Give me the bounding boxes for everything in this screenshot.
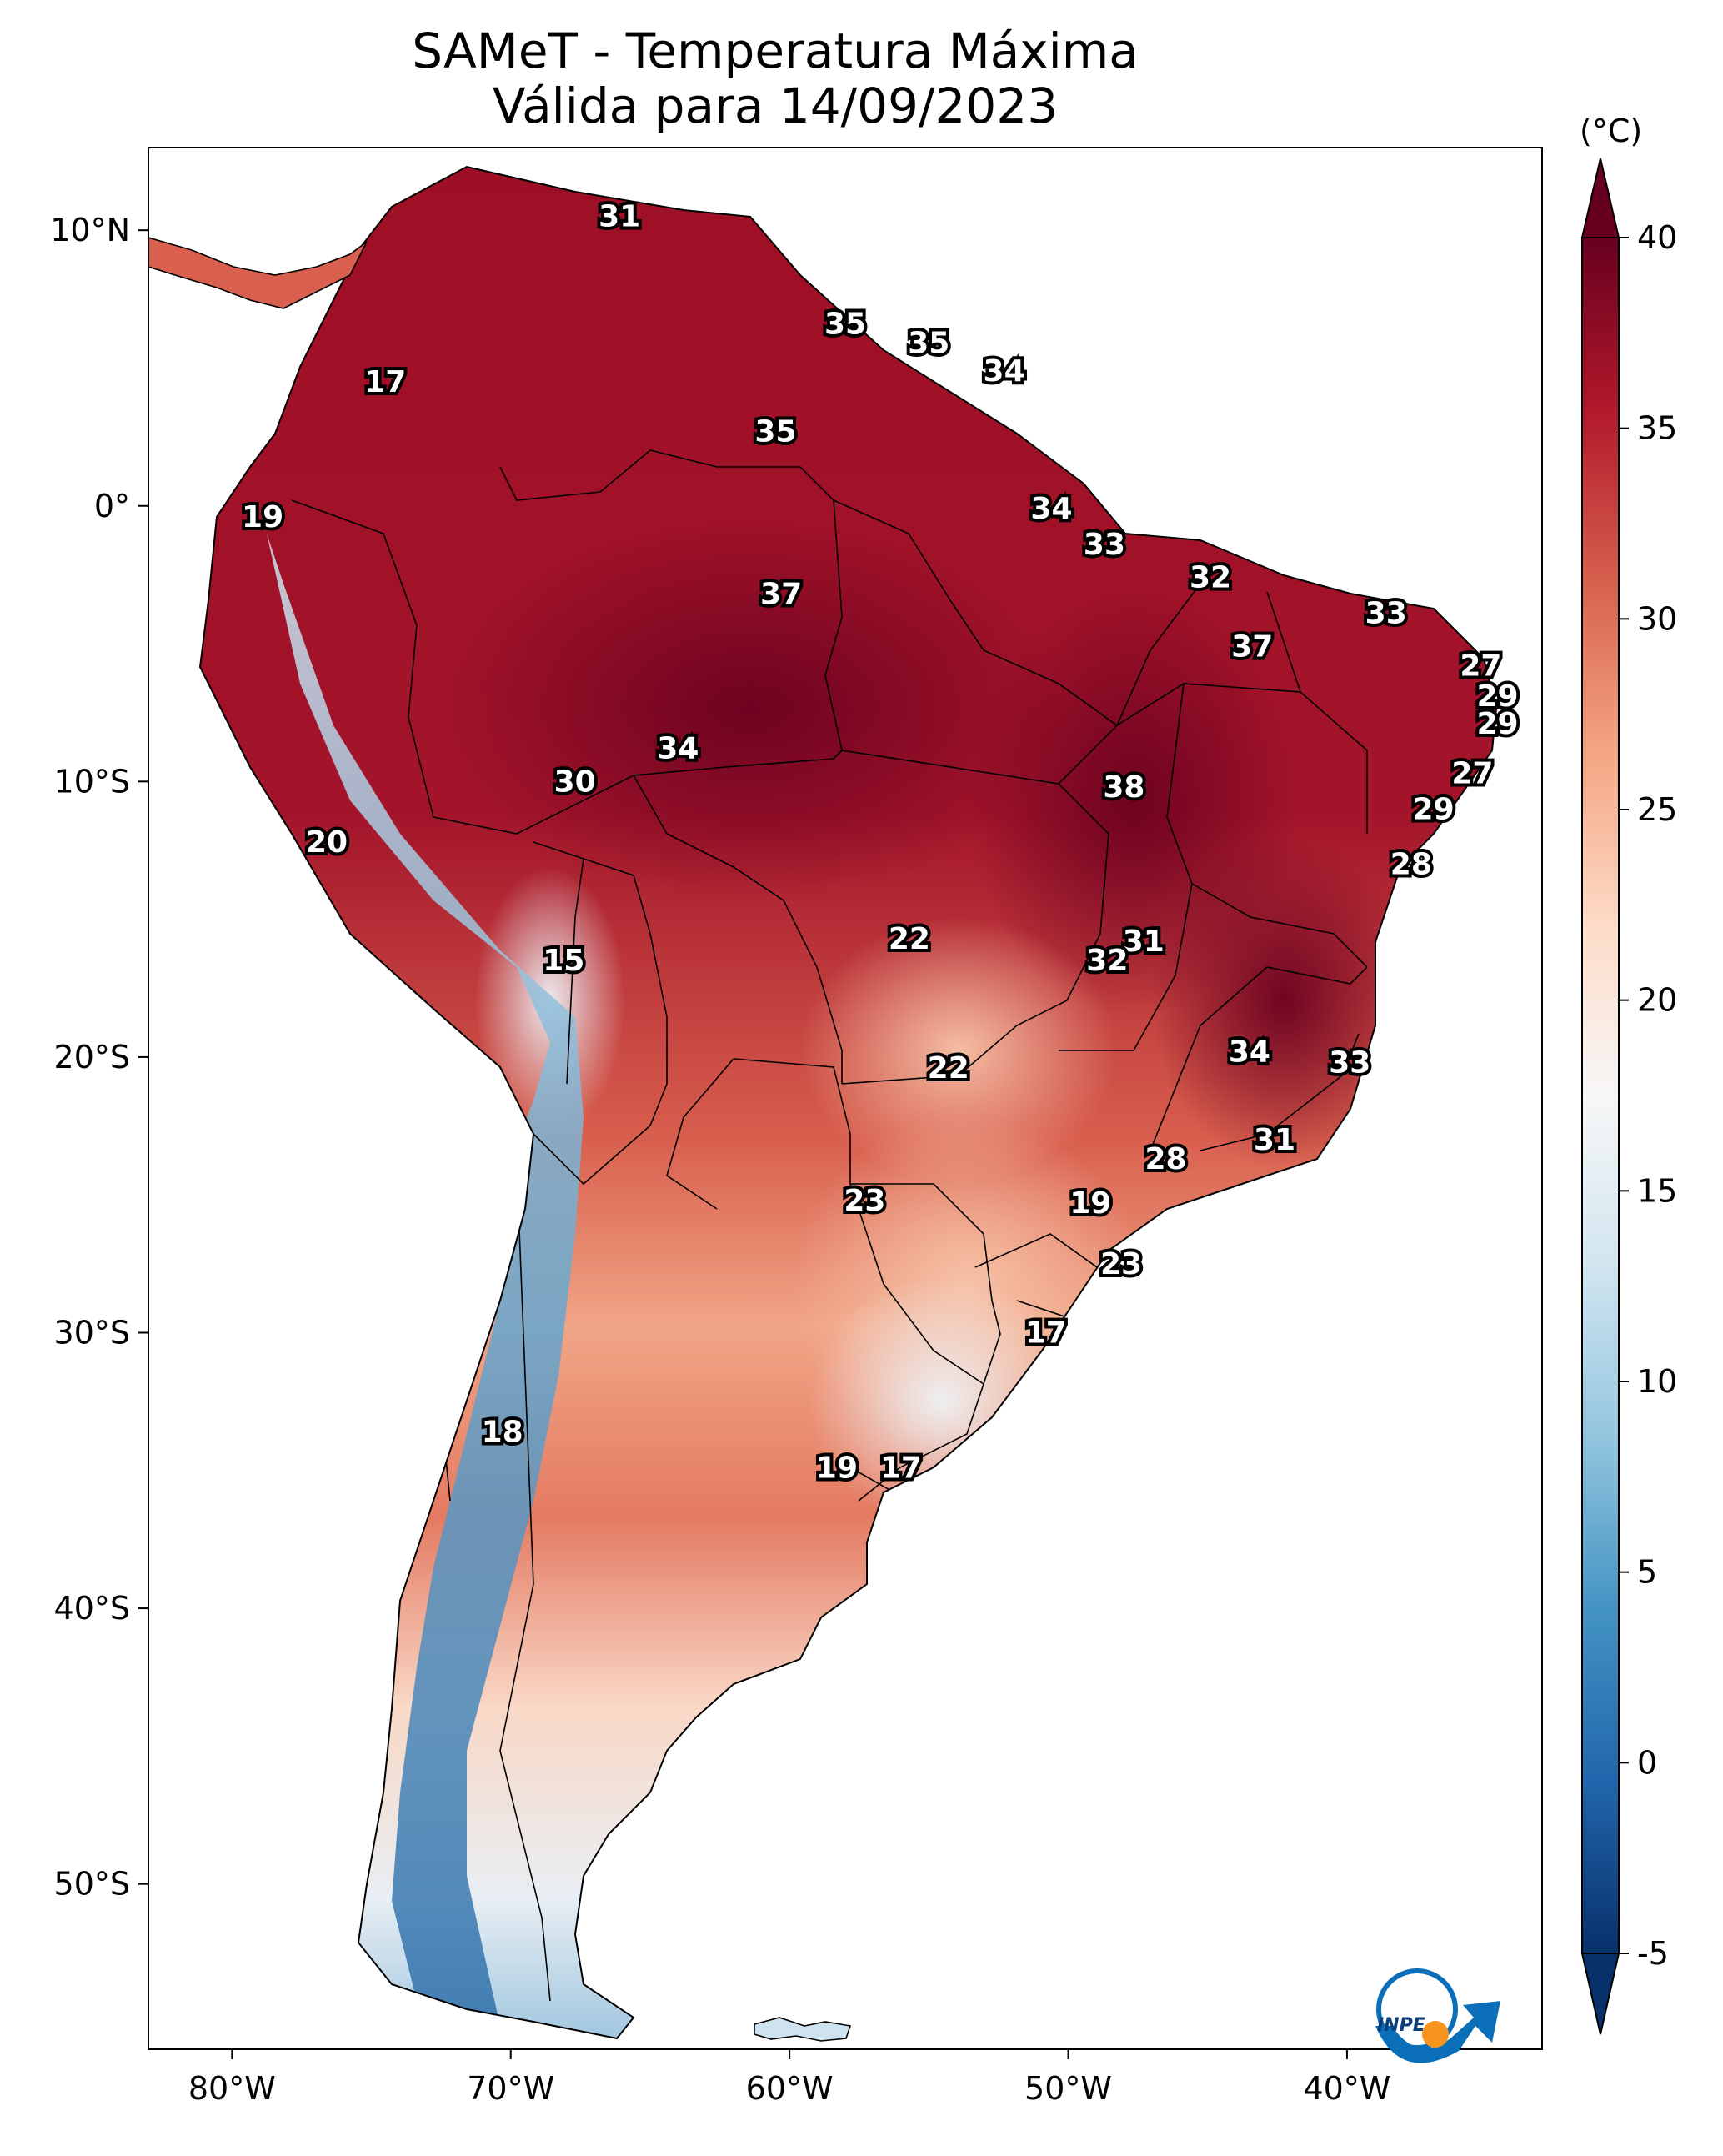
temperature-label: 17 (1025, 1316, 1067, 1350)
map-frame (148, 147, 1543, 2050)
lat-tick-label: 50°S (54, 1866, 130, 1903)
temperature-label: 33 (1084, 528, 1125, 562)
coastline (198, 165, 1498, 2040)
lat-tick-label: 20°S (54, 1039, 130, 1075)
colorbar-tick-label: 35 (1637, 410, 1677, 447)
temperature-label: 31 (599, 200, 640, 234)
colorbar-tick-label: 10 (1637, 1363, 1677, 1400)
inpe-logo-sun (1422, 2021, 1449, 2048)
temperature-label: 29 (1476, 679, 1518, 714)
temperature-label: 30 (554, 765, 596, 799)
temperature-label: 27 (1460, 649, 1501, 683)
inpe-logo: INPE (1375, 1968, 1500, 2063)
temperature-label: 34 (657, 732, 699, 766)
lon-tick-label: 50°W (1024, 2070, 1112, 2107)
temperature-label: 35 (908, 327, 949, 361)
colorbar-tick-label: 40 (1637, 219, 1677, 256)
lon-tick-label: 70°W (467, 2070, 554, 2107)
temperature-label: 17 (364, 365, 406, 399)
temperature-label: 34 (1229, 1035, 1270, 1069)
temperature-label: 15 (543, 944, 584, 978)
map-title-line1: SAMeT - Temperatura Máxima (412, 23, 1139, 79)
temperature-label: 19 (242, 500, 283, 534)
colorbar-tick-label: 15 (1637, 1172, 1677, 1209)
colorbar-top-extend (1580, 158, 1620, 238)
temperature-label: 35 (824, 308, 866, 342)
temperature-label: 22 (928, 1051, 969, 1086)
lat-tick-label: 40°S (54, 1590, 130, 1627)
temperature-label: 35 (754, 414, 796, 449)
temperature-label: 32 (1190, 561, 1231, 595)
colorbar-tick-label: -5 (1637, 1935, 1669, 1972)
colorbar-tick-label: 30 (1637, 600, 1677, 637)
longitude-axis: 80°W 70°W 60°W 50°W 40°W (188, 2049, 1390, 2107)
temperature-label: 32 (1086, 944, 1128, 978)
temperature-label: 19 (1069, 1186, 1111, 1221)
temperature-label: 38 (1103, 770, 1144, 805)
lon-tick-label: 40°W (1303, 2070, 1390, 2107)
temperature-label: 27 (1451, 756, 1493, 790)
colorbar-tick-label: 20 (1637, 982, 1677, 1019)
temperature-label: 17 (880, 1451, 922, 1485)
colorbar-gradient (1581, 237, 1620, 1954)
temperature-label: 33 (1329, 1046, 1370, 1081)
lat-tick-label: 30°S (54, 1314, 130, 1351)
lat-tick-label: 0° (94, 488, 130, 524)
temperature-label: 29 (1413, 792, 1455, 826)
temperature-label: 23 (844, 1184, 885, 1218)
lon-tick-label: 80°W (188, 2070, 276, 2107)
temperature-label: 31 (1254, 1123, 1295, 1157)
central-america-shape (148, 236, 368, 309)
temperature-label: 34 (1030, 492, 1072, 526)
lon-tick-label: 60°W (746, 2070, 834, 2107)
temperature-label: 37 (760, 578, 802, 612)
lat-tick-label: 10°S (54, 763, 130, 800)
temperature-label: 20 (306, 825, 348, 860)
temperature-label: 31 (1123, 925, 1165, 959)
temperature-label: 18 (482, 1416, 523, 1450)
colorbar-bottom-extend (1580, 1953, 1620, 2035)
colorbar-tick-label: 5 (1637, 1554, 1657, 1591)
falkland-islands (754, 2017, 852, 2042)
temperature-label: 19 (816, 1451, 858, 1485)
temperature-label: 22 (889, 922, 930, 956)
temperature-label: 33 (1365, 597, 1407, 631)
colorbar-tick-label: 25 (1637, 791, 1677, 828)
inpe-logo-text: INPE (1377, 2015, 1425, 2036)
inpe-logo-swoosh (1375, 2001, 1500, 2063)
colorbar-tick-label: 0 (1637, 1744, 1657, 1781)
colorbar: (°C) 40 35 30 25 20 15 10 5 0 -5 (1580, 113, 1677, 2035)
map-title-line2: Válida para 14/09/2023 (492, 78, 1059, 134)
colorbar-unit: (°C) (1580, 113, 1642, 149)
temperature-label: 34 (984, 354, 1025, 389)
latitude-axis: 10°N 0° 10°S 20°S 30°S 40°S 50°S (50, 212, 148, 1903)
colorbar-ticks: 40 35 30 25 20 15 10 5 0 -5 (1619, 219, 1677, 1972)
lat-tick-label: 10°N (50, 212, 130, 248)
temperature-label: 23 (1100, 1247, 1142, 1281)
temperature-label: 28 (1390, 848, 1432, 882)
temperature-label: 28 (1145, 1142, 1187, 1176)
temperature-label: 29 (1476, 707, 1518, 741)
temperature-label: 37 (1231, 629, 1273, 664)
